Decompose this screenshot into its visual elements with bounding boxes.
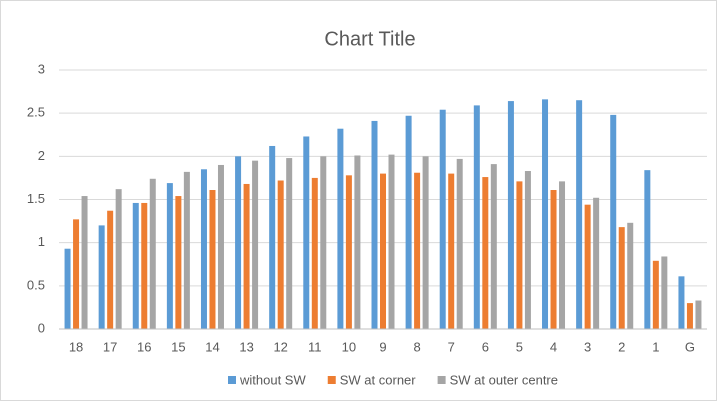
bar bbox=[115, 189, 122, 329]
bar bbox=[107, 210, 114, 329]
bar bbox=[166, 183, 173, 329]
bar bbox=[516, 181, 523, 329]
bar bbox=[269, 145, 276, 329]
x-tick-label: 11 bbox=[308, 339, 322, 354]
x-tick-label: 16 bbox=[137, 339, 151, 354]
bar bbox=[542, 99, 549, 329]
bar bbox=[320, 156, 327, 329]
bar bbox=[303, 136, 310, 329]
bar bbox=[618, 227, 625, 329]
bar bbox=[593, 197, 600, 329]
bar bbox=[132, 202, 139, 329]
bar bbox=[149, 178, 156, 329]
chart-title: Chart Title bbox=[324, 28, 415, 50]
bar bbox=[524, 171, 531, 329]
bar bbox=[81, 196, 88, 329]
x-tick-label: 8 bbox=[413, 339, 420, 354]
x-tick-label: 4 bbox=[550, 339, 557, 354]
x-tick-label: 1 bbox=[652, 339, 659, 354]
bar bbox=[678, 276, 685, 329]
y-tick-label: 3 bbox=[38, 61, 45, 76]
bar bbox=[422, 156, 429, 329]
bar bbox=[183, 171, 190, 329]
y-tick-label: 0 bbox=[38, 320, 45, 335]
bar bbox=[371, 120, 378, 329]
x-tick-label: G bbox=[685, 339, 695, 354]
x-tick-label: 12 bbox=[273, 339, 287, 354]
legend-label: SW at outer centre bbox=[450, 372, 558, 387]
x-tick-label: 6 bbox=[482, 339, 489, 354]
bar bbox=[507, 101, 514, 329]
y-tick-label: 2 bbox=[38, 148, 45, 163]
x-tick-label: 15 bbox=[171, 339, 185, 354]
legend-swatch bbox=[228, 376, 236, 384]
bar bbox=[686, 303, 693, 329]
x-tick-label: 13 bbox=[239, 339, 253, 354]
bar bbox=[277, 180, 284, 329]
y-tick-label: 1.5 bbox=[27, 191, 45, 206]
bar bbox=[695, 300, 702, 329]
bar bbox=[550, 190, 557, 329]
bar bbox=[286, 158, 293, 329]
bar bbox=[456, 158, 463, 329]
x-tick-label: 2 bbox=[618, 339, 625, 354]
bar bbox=[345, 175, 352, 329]
legend-label: without SW bbox=[239, 372, 306, 387]
bar bbox=[405, 115, 412, 329]
bar bbox=[584, 204, 591, 329]
y-tick-label: 0.5 bbox=[27, 277, 45, 292]
bar bbox=[482, 177, 489, 329]
bar bbox=[490, 164, 497, 329]
x-tick-label: 3 bbox=[584, 339, 591, 354]
bar bbox=[388, 154, 395, 329]
bar bbox=[235, 156, 242, 329]
y-tick-label: 2.5 bbox=[27, 105, 45, 120]
bar bbox=[337, 128, 344, 329]
bar bbox=[448, 173, 455, 329]
legend-label: SW at corner bbox=[340, 372, 417, 387]
y-tick-label: 1 bbox=[38, 234, 45, 249]
x-tick-label: 7 bbox=[448, 339, 455, 354]
bar bbox=[98, 225, 105, 329]
x-tick-label: 18 bbox=[69, 339, 83, 354]
bar bbox=[354, 155, 361, 329]
bar bbox=[473, 105, 480, 329]
x-tick-label: 9 bbox=[379, 339, 386, 354]
bar bbox=[439, 109, 446, 329]
bar bbox=[576, 100, 583, 329]
bar bbox=[175, 196, 182, 329]
legend-swatch bbox=[327, 376, 336, 384]
bar bbox=[311, 177, 318, 329]
legend-swatch bbox=[437, 376, 446, 384]
bar bbox=[252, 160, 259, 329]
bar bbox=[64, 248, 71, 329]
bar bbox=[610, 114, 617, 329]
bar bbox=[209, 190, 216, 329]
bar bbox=[644, 170, 651, 329]
x-tick-label: 5 bbox=[516, 339, 523, 354]
bar bbox=[627, 222, 634, 329]
x-tick-label: 17 bbox=[103, 339, 117, 354]
bar bbox=[414, 172, 421, 329]
bar bbox=[559, 181, 566, 329]
bar bbox=[200, 169, 207, 329]
x-tick-label: 14 bbox=[205, 339, 219, 354]
bar bbox=[652, 260, 659, 329]
bar bbox=[217, 164, 224, 329]
bar bbox=[243, 183, 250, 329]
bar bbox=[661, 256, 668, 329]
bar bbox=[380, 173, 386, 329]
x-tick-label: 10 bbox=[342, 339, 356, 354]
bar bbox=[73, 219, 80, 329]
bar bbox=[141, 202, 148, 329]
